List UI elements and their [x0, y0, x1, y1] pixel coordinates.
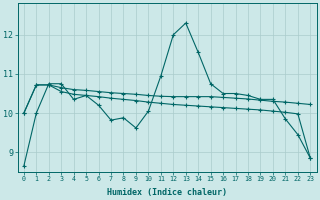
X-axis label: Humidex (Indice chaleur): Humidex (Indice chaleur) — [107, 188, 227, 197]
